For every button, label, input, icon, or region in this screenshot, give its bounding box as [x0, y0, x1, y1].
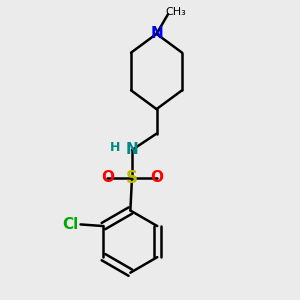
Text: S: S [126, 169, 138, 187]
Text: O: O [101, 170, 114, 185]
Text: N: N [150, 26, 163, 41]
Text: H: H [110, 141, 120, 154]
Text: O: O [150, 170, 163, 185]
Text: Cl: Cl [63, 217, 79, 232]
Text: N: N [126, 142, 138, 158]
Text: CH₃: CH₃ [166, 7, 187, 16]
